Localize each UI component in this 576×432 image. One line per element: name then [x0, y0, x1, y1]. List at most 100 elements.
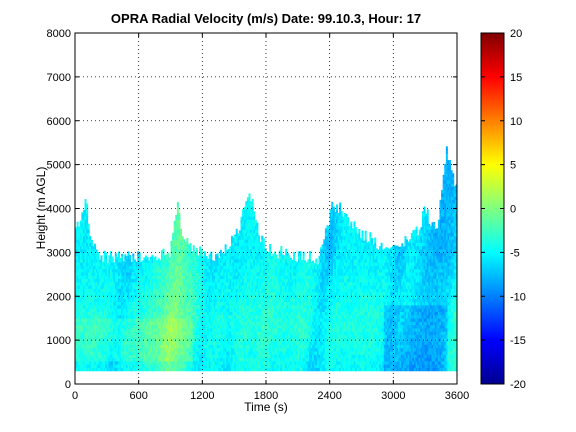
heatmap-cell: [172, 305, 175, 309]
heatmap-cell: [141, 341, 144, 345]
heatmap-cell: [90, 278, 93, 283]
heatmap-cell: [151, 258, 154, 263]
heatmap-cell: [106, 281, 109, 286]
heatmap-cell: [146, 354, 149, 359]
heatmap-cell: [176, 298, 179, 303]
heatmap-cell: [130, 351, 133, 355]
heatmap-cell: [86, 258, 89, 263]
heatmap-cell: [165, 357, 168, 362]
heatmap-cell: [124, 354, 127, 359]
heatmap-cell: [170, 321, 173, 326]
heatmap-cell: [76, 229, 79, 234]
heatmap-cell: [122, 288, 125, 293]
heatmap-cell: [186, 239, 189, 243]
heatmap-cell: [186, 288, 189, 293]
heatmap-cell: [82, 344, 85, 349]
heatmap-cell: [82, 219, 85, 224]
heatmap-cell: [173, 341, 176, 345]
heatmap-cell: [138, 285, 141, 289]
heatmap-cell: [159, 364, 162, 368]
heatmap-cell: [103, 250, 106, 253]
heatmap-cell: [165, 278, 168, 283]
heatmap-cell: [127, 357, 130, 362]
heatmap-cell: [172, 351, 175, 355]
heatmap-cell: [84, 351, 87, 355]
heatmap-cell: [113, 314, 116, 319]
heatmap-cell: [140, 301, 143, 306]
heatmap-cell: [140, 288, 143, 293]
heatmap-cell: [98, 331, 101, 336]
heatmap-cell: [87, 308, 90, 313]
heatmap-cell: [164, 298, 167, 303]
heatmap-cell: [102, 334, 105, 339]
heatmap-cell: [89, 337, 92, 342]
heatmap-cell: [156, 347, 159, 352]
heatmap-cell: [78, 239, 81, 243]
heatmap-cell: [97, 311, 100, 316]
heatmap-cell: [167, 301, 170, 306]
heatmap-cell: [137, 298, 140, 303]
heatmap-cell: [181, 301, 184, 306]
heatmap-cell: [130, 268, 133, 273]
heatmap-cell: [132, 337, 135, 342]
heatmap-cell: [181, 245, 184, 250]
heatmap-cell: [117, 360, 120, 365]
heatmap-cell: [165, 255, 168, 260]
heatmap-cell: [132, 347, 135, 352]
heatmap-cell: [129, 298, 132, 303]
heatmap-cell: [84, 272, 87, 276]
heatmap-cell: [164, 364, 167, 368]
heatmap-cell: [119, 364, 122, 368]
heatmap-cell: [117, 275, 120, 280]
heatmap-cell: [135, 354, 138, 359]
heatmap-cell: [130, 357, 133, 362]
heatmap-cell: [181, 337, 184, 342]
heatmap-cell: [154, 354, 157, 359]
heatmap-cell: [180, 235, 183, 240]
heatmap-cell: [156, 298, 159, 303]
heatmap-cell: [135, 278, 138, 283]
heatmap-cell: [119, 314, 122, 319]
heatmap-cell: [86, 364, 89, 368]
heatmap-cell: [110, 298, 113, 303]
heatmap-cell: [98, 272, 101, 276]
heatmap-cell: [117, 354, 120, 359]
heatmap-cell: [165, 341, 168, 345]
heatmap-cell: [125, 354, 128, 359]
heatmap-cell: [135, 364, 138, 368]
heatmap-cell: [79, 360, 82, 365]
heatmap-cell: [137, 357, 140, 362]
heatmap-cell: [110, 308, 113, 313]
heatmap-cell: [124, 298, 127, 303]
heatmap-cell: [82, 341, 85, 345]
heatmap-cell: [108, 331, 111, 336]
heatmap-cell: [76, 298, 79, 303]
heatmap-cell: [157, 360, 160, 365]
heatmap-cell: [127, 367, 130, 372]
heatmap-cell: [90, 305, 93, 309]
heatmap-cell: [89, 278, 92, 283]
heatmap-cell: [124, 295, 127, 299]
heatmap-cell: [159, 334, 162, 339]
heatmap-cell: [113, 351, 116, 355]
heatmap-cell: [151, 354, 154, 359]
heatmap-cell: [90, 341, 93, 345]
heatmap-cell: [113, 341, 116, 345]
heatmap-cell: [180, 295, 183, 299]
heatmap-cell: [151, 298, 154, 303]
heatmap-cell: [167, 337, 170, 342]
heatmap-cell: [98, 275, 101, 280]
heatmap-cell: [103, 252, 106, 257]
heatmap-cell: [125, 308, 128, 313]
heatmap-cell: [184, 324, 187, 329]
heatmap-cell: [189, 305, 192, 309]
heatmap-cell: [159, 347, 162, 352]
heatmap-cell: [89, 367, 92, 372]
heatmap-cell: [76, 222, 79, 227]
heatmap-cell: [89, 252, 92, 257]
heatmap-cell: [79, 265, 82, 270]
heatmap-cell: [183, 278, 186, 283]
heatmap-cell: [98, 285, 101, 289]
heatmap-cell: [114, 324, 117, 329]
heatmap-cell: [141, 291, 144, 296]
